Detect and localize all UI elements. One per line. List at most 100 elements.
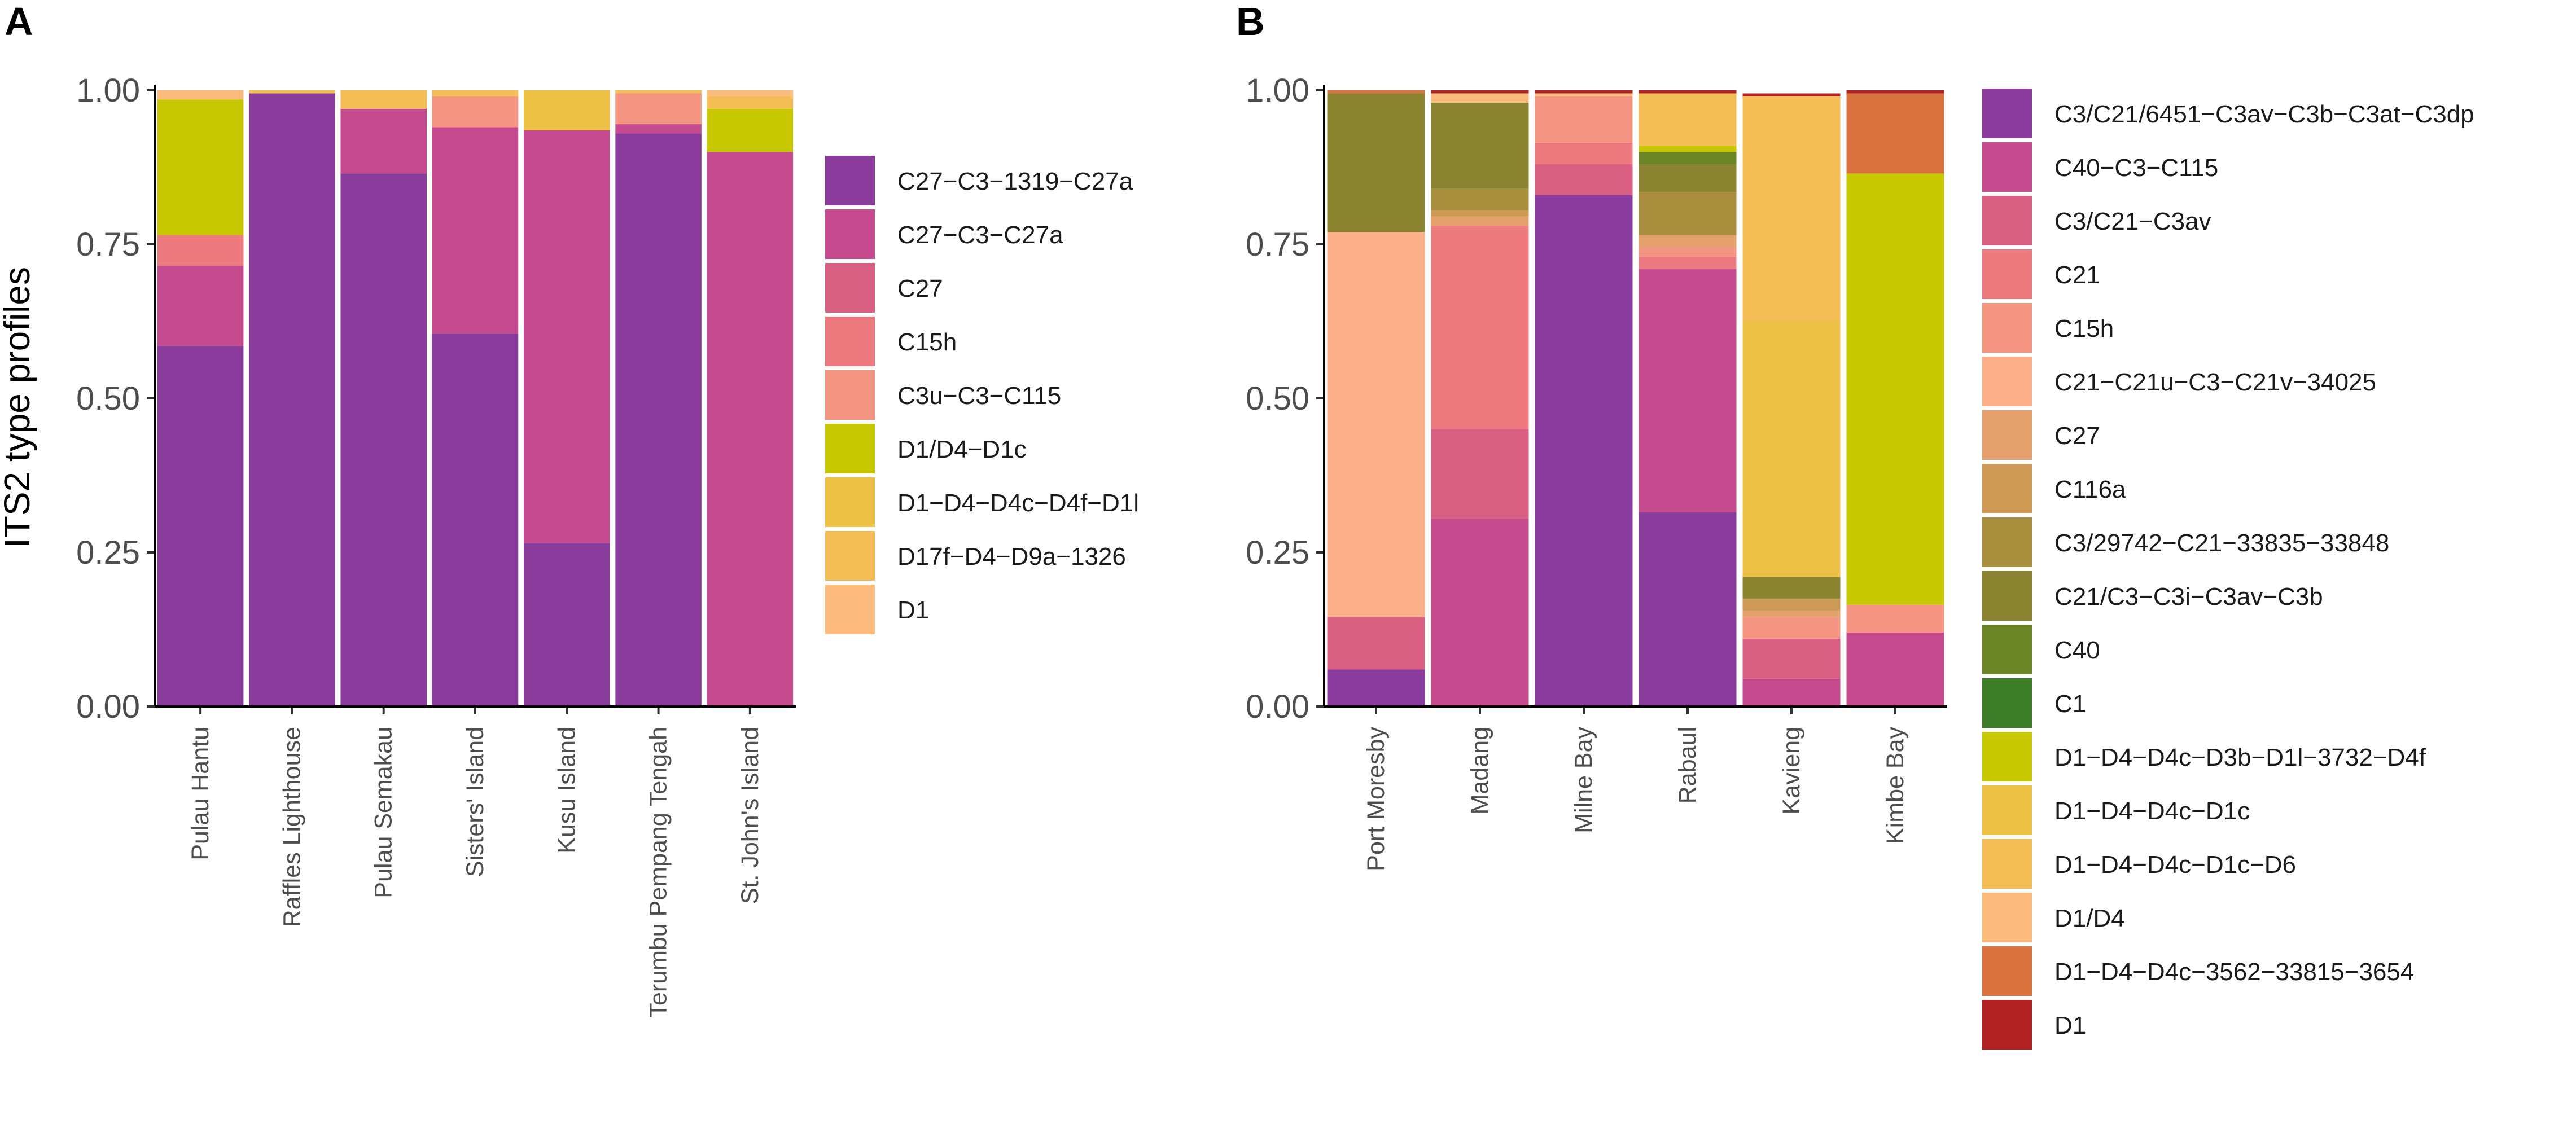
- bar-segment: [432, 127, 519, 334]
- y-tick-label: 0.25: [1246, 534, 1309, 571]
- bar-segment: [1639, 512, 1737, 706]
- x-tick-label: Raffles Lighthouse: [278, 727, 305, 927]
- bar-segment: [432, 333, 519, 706]
- legend-label: C21−C21u−C3−C21v−34025: [2054, 368, 2376, 396]
- legend-swatch: [1982, 357, 2032, 406]
- bar-segment: [1846, 604, 1944, 633]
- bar-segment: [707, 96, 794, 109]
- legend-label: C21/C3−C3i−C3av−C3b: [2054, 583, 2323, 611]
- x-tick-label: Kavieng: [1778, 727, 1805, 814]
- x-tick-label: Sisters' Island: [462, 727, 489, 877]
- legend-swatch: [1982, 946, 2032, 996]
- x-tick-label: Terumbu Pempang Tengah: [645, 727, 672, 1018]
- bar-segment: [1431, 226, 1529, 429]
- bar-segment: [1846, 90, 1944, 94]
- bar-segment: [1742, 617, 1841, 639]
- bar-segment: [1639, 269, 1737, 513]
- legend-label: C40−C3−C115: [2054, 154, 2218, 182]
- bar-segment: [1639, 247, 1737, 257]
- bar-segment: [1327, 232, 1425, 617]
- legend-label: D1−D4−D4c−D1c−D6: [2054, 851, 2296, 879]
- legend-swatch: [825, 424, 875, 473]
- bar-segment: [1742, 93, 1841, 96]
- bar-segment: [249, 90, 335, 94]
- bar-segment: [1639, 164, 1737, 192]
- bar-segment: [1431, 93, 1529, 103]
- x-tick-label: Pulau Hantu: [187, 727, 214, 860]
- bar-segment: [1535, 164, 1633, 195]
- y-tick-label: 0.50: [1246, 380, 1309, 417]
- bar-segment: [1742, 321, 1841, 577]
- x-tick-label: Rabaul: [1674, 727, 1701, 804]
- legend-swatch: [1982, 196, 2032, 245]
- panel-letter: B: [1236, 0, 1265, 43]
- legend-swatch: [1982, 571, 2032, 621]
- bar-segment: [432, 96, 519, 128]
- x-tick-label: St. John's Island: [737, 727, 764, 904]
- legend-label: C27: [897, 275, 943, 302]
- x-tick-label: Milne Bay: [1570, 727, 1597, 833]
- bar-segment: [157, 266, 244, 346]
- panel-B: B 0.00 0.25 0.50 0.75 1.00 Port Moresby Madang M…: [1236, 0, 2474, 1050]
- legend: C27−C3−1319−C27a C27−C3−C27a C27 C15h C3u−C3…: [825, 156, 1139, 634]
- y-tick-label: 1.00: [1246, 72, 1309, 109]
- bar-segment: [1327, 90, 1425, 94]
- legend-label: C40: [2054, 636, 2100, 664]
- y-axis-title: ITS2 type profiles: [0, 267, 37, 548]
- legend-swatch: [1982, 893, 2032, 942]
- bar-segment: [1327, 669, 1425, 706]
- y-tick-label: 0.25: [76, 534, 140, 571]
- bar-segment: [615, 124, 702, 134]
- bar-segment: [1535, 195, 1633, 706]
- bar-segment: [1742, 96, 1841, 322]
- legend-swatch: [825, 477, 875, 527]
- legend-swatch: [825, 209, 875, 259]
- legend-swatch: [825, 585, 875, 634]
- legend-swatch: [1982, 410, 2032, 460]
- bar-segment: [524, 130, 610, 543]
- x-tick-label: Pulau Semakau: [370, 727, 397, 898]
- panel-A: A ITS2 type profiles 0.00 0.25 0.50 0.75 1.00 P…: [0, 0, 1139, 1018]
- bar-segment: [1639, 152, 1737, 165]
- legend-swatch: [1982, 839, 2032, 889]
- y-tick-label: 0.75: [1246, 226, 1309, 263]
- legend-label: D1: [897, 596, 929, 624]
- bar-segment: [1742, 598, 1841, 611]
- bar-segment: [1639, 192, 1737, 235]
- x-tick-label: Kusu Island: [553, 727, 580, 854]
- legend-label: C27−C3−C27a: [897, 221, 1063, 249]
- bar-segment: [1535, 93, 1633, 96]
- bar-segment: [1431, 210, 1529, 217]
- bar-segment: [1742, 678, 1841, 706]
- bar-segment: [157, 90, 244, 100]
- legend-label: C3/C21−C3av: [2054, 208, 2211, 235]
- bar-segment: [1846, 173, 1944, 605]
- legend-swatch: [1982, 732, 2032, 781]
- bar-segment: [1639, 235, 1737, 248]
- bar-segment: [1535, 96, 1633, 143]
- legend-swatch: [825, 156, 875, 205]
- legend-swatch: [825, 370, 875, 420]
- legend-label: C27−C3−1319−C27a: [897, 168, 1133, 195]
- bar-segment: [524, 543, 610, 706]
- legend: C3/C21/6451−C3av−C3b−C3at−C3dp C40−C3−C11…: [1982, 89, 2474, 1050]
- legend-label: C15h: [897, 328, 957, 356]
- bar-segment: [1431, 518, 1529, 706]
- legend-label: C21: [2054, 261, 2100, 289]
- legend-swatch: [825, 531, 875, 581]
- bar-segment: [1327, 93, 1425, 232]
- bar-segment: [524, 90, 610, 130]
- legend-label: D17f−D4−D9a−1326: [897, 543, 1126, 570]
- bar-segment: [615, 90, 702, 94]
- legend-label: C27: [2054, 422, 2100, 450]
- bar-segment: [615, 93, 702, 125]
- bar-segment: [1431, 188, 1529, 210]
- y-tick-label: 0.00: [76, 688, 140, 725]
- bar-segment: [1431, 102, 1529, 189]
- bar-segment: [340, 173, 427, 706]
- legend-label: D1: [2054, 1012, 2086, 1039]
- legend-label: D1−D4−D4c−3562−33815−3654: [2054, 958, 2414, 986]
- legend-swatch: [825, 263, 875, 313]
- x-tick-label: Madang: [1466, 727, 1493, 814]
- legend-label: C15h: [2054, 315, 2114, 343]
